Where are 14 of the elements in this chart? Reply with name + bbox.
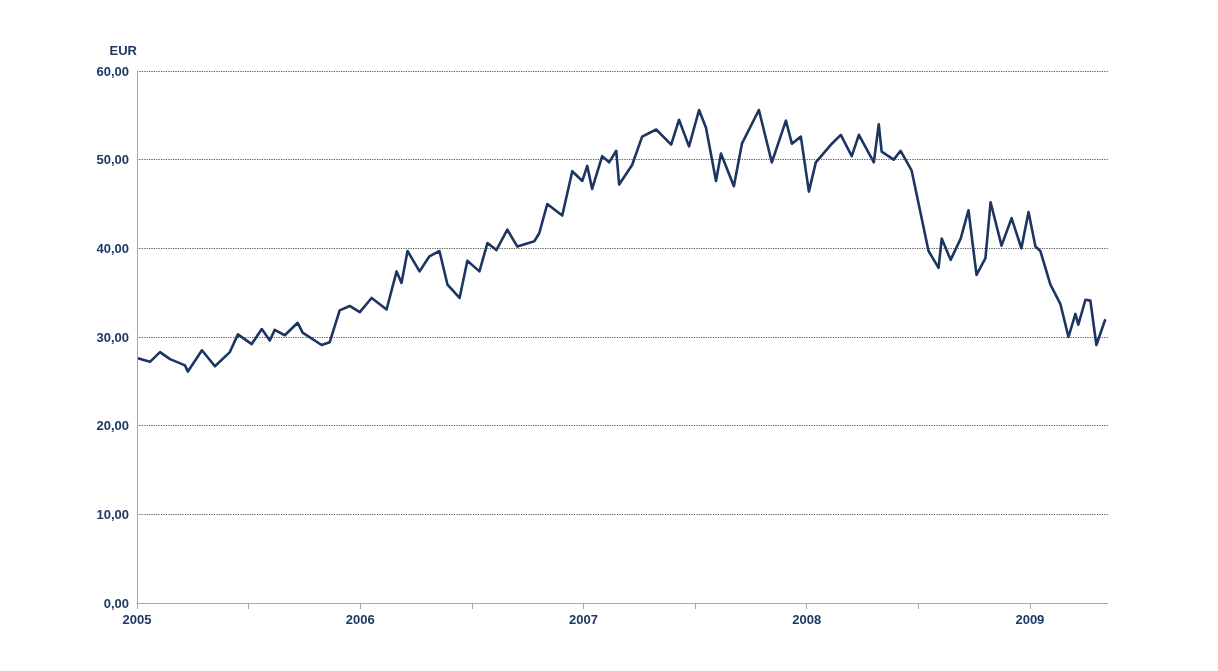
x-tick-label: 2005: [122, 612, 152, 627]
y-tick-label: 50,00: [96, 152, 129, 168]
x-tick-label: 2006: [345, 612, 375, 627]
y-tick-label: 30,00: [96, 329, 129, 345]
x-tick-label: 2009: [1015, 612, 1045, 627]
x-tick-label: 2008: [792, 612, 822, 627]
y-tick-label: 0,00: [103, 595, 129, 611]
y-axis-title: EUR: [109, 43, 138, 58]
line-series: [136, 108, 1107, 373]
y-tick-label: 60,00: [96, 63, 129, 79]
y-tick-label: 20,00: [96, 418, 129, 434]
y-tick-label: 40,00: [96, 240, 129, 256]
x-tick-label: 2007: [568, 612, 598, 627]
y-tick-label: 10,00: [96, 506, 129, 522]
